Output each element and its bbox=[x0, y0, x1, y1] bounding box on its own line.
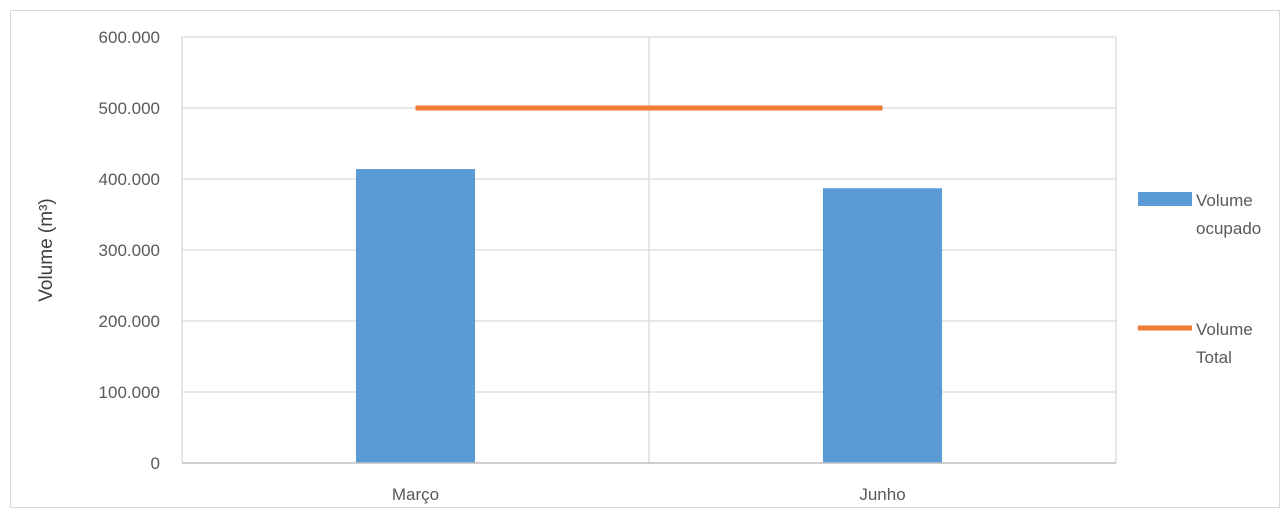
y-axis-label: Volume (m³) bbox=[36, 198, 57, 301]
y-tick-label: 200.000 bbox=[99, 312, 160, 331]
legend: Volume ocupado Volume Total bbox=[1138, 191, 1261, 367]
bar-layer bbox=[355, 169, 943, 464]
legend-label: ocupado bbox=[1196, 219, 1261, 238]
bar bbox=[355, 169, 476, 463]
bar bbox=[822, 188, 943, 464]
legend-swatch bbox=[1138, 192, 1192, 206]
y-tick-label: 500.000 bbox=[99, 99, 160, 118]
legend-label: Total bbox=[1196, 348, 1232, 367]
y-tick-label: 600.000 bbox=[99, 28, 160, 47]
x-tick-label: Junho bbox=[859, 485, 905, 504]
chart-frame bbox=[10, 10, 1280, 508]
y-tick-label: 300.000 bbox=[99, 241, 160, 260]
legend-label: Volume bbox=[1196, 191, 1253, 210]
grid-layer bbox=[181, 36, 1117, 463]
axis-layer: 0 100.000 200.000 300.000 400.000 500.000 600.… bbox=[99, 28, 1116, 504]
legend-label: Volume bbox=[1196, 320, 1253, 339]
y-tick-label: 100.000 bbox=[99, 383, 160, 402]
x-tick-label: Março bbox=[392, 485, 439, 504]
y-tick-label: 400.000 bbox=[99, 170, 160, 189]
y-tick-label: 0 bbox=[151, 454, 160, 473]
